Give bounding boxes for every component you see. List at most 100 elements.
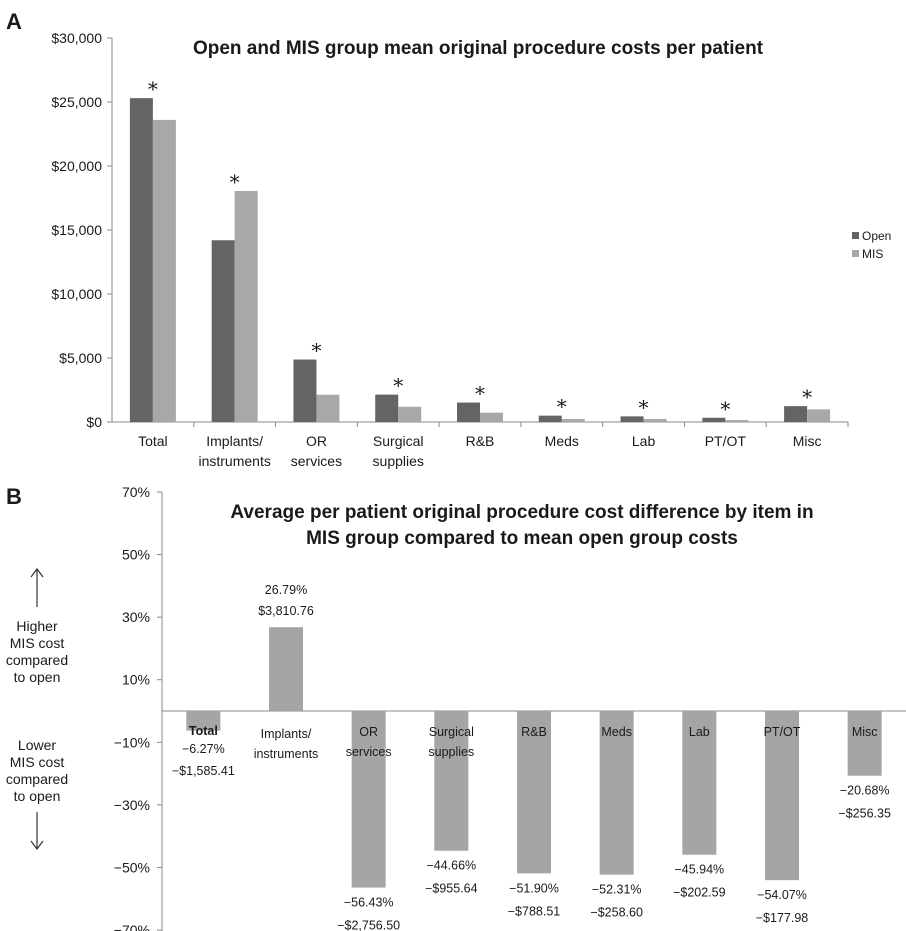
panel-b-bar — [269, 627, 303, 711]
panel-b-y-tick-label: −10% — [114, 734, 150, 750]
panel-a-significance-mark: * — [720, 397, 730, 421]
panel-b-bar — [434, 711, 469, 851]
panel-b-bar — [351, 711, 386, 888]
panel-b-percent-label: −52.31% — [592, 883, 642, 897]
panel-b-labels: Total −6.27% −$1,585.41 Implants/instrument… — [172, 583, 891, 931]
panel-a-legend: Open MIS — [852, 229, 891, 261]
panel-b-y-tick-label: −50% — [114, 859, 150, 875]
panel-b-y-tick-label: 30% — [122, 609, 150, 625]
panel-b-dollar-label: −$2,756.50 — [337, 919, 400, 931]
panel-a-significance-mark: * — [475, 382, 485, 406]
panel-a-bar-open — [293, 359, 317, 422]
panel-b-bar — [682, 711, 717, 855]
panel-b-y-tick-label: 50% — [122, 547, 150, 563]
panel-b-percent-label: −6.27% — [182, 742, 225, 756]
panel-b-category-label: R&B — [521, 725, 547, 739]
panel-a-bar-open — [129, 98, 153, 422]
panel-a-category-label: Implants/ — [206, 433, 263, 449]
panel-a-bar-open — [538, 415, 562, 422]
panel-a-bar-mis — [398, 406, 422, 422]
panel-b-dollar-label: −$1,585.41 — [172, 764, 235, 778]
panel-b-dollar-label: −$256.35 — [838, 807, 891, 821]
panel-a-bar-open — [457, 402, 480, 422]
panel-b-dollar-label: −$177.98 — [756, 911, 809, 925]
higher-label-line-2: MIS cost — [10, 635, 65, 651]
panel-a-category-label: R&B — [466, 433, 495, 449]
panel-a-bar-mis — [725, 420, 749, 422]
panel-b-y-tick-label: 10% — [122, 672, 150, 688]
panel-b-category-label: Lab — [689, 725, 710, 739]
panel-a-category-label: OR — [306, 433, 327, 449]
panel-b-category-label: services — [346, 745, 392, 759]
panel-a-category-label: supplies — [373, 453, 424, 469]
panel-a-significance-mark: * — [557, 395, 567, 419]
panel-b-category-label: PT/OT — [764, 725, 801, 739]
lower-label-line-2: MIS cost — [10, 754, 65, 770]
panel-b-category-label: Surgical — [429, 725, 474, 739]
panel-b-y-tick-label: −70% — [114, 922, 150, 931]
panel-b-bar — [599, 711, 634, 875]
panel-a-y-tick-label: $30,000 — [51, 30, 102, 46]
panel-b-percent-label: −56.43% — [344, 896, 394, 910]
panel-b-dollar-label: −$955.64 — [425, 882, 478, 896]
panel-b-bar — [517, 711, 551, 874]
panel-b-percent-label: −51.90% — [509, 881, 559, 895]
panel-a-bars: * * * * * * * * * — [129, 77, 831, 423]
panel-a-bar-open — [784, 406, 808, 422]
panel-b-category-label: Misc — [852, 725, 878, 739]
panel-a-category-label: Surgical — [373, 433, 424, 449]
panel-b-dollar-label: −$788.51 — [508, 904, 561, 918]
panel-b-bar — [186, 711, 221, 731]
panel-a-bar-mis — [316, 394, 340, 422]
higher-label-line-1: Higher — [16, 618, 58, 634]
panel-b-y-tick-label: −30% — [114, 797, 150, 813]
panel-a-category-label: Lab — [632, 433, 656, 449]
panel-b-category-label: OR — [359, 725, 378, 739]
panel-a-legend-swatch-mis — [852, 250, 859, 257]
lower-label-line-3: compared — [6, 771, 68, 787]
panel-b-bars — [186, 627, 882, 888]
panel-a-legend-label: MIS — [862, 247, 883, 261]
panel-a-category-label: PT/OT — [705, 433, 747, 449]
panel-a-y-tick-label: $15,000 — [51, 222, 102, 238]
panel-a-significance-mark: * — [639, 395, 649, 419]
panel-a-significance-mark: * — [802, 385, 812, 409]
panel-b-dollar-label: −$202.59 — [673, 886, 726, 900]
panel-a-bar-open — [211, 240, 235, 422]
panel-a-bar-mis — [152, 119, 176, 423]
panel-b-category-label: supplies — [428, 745, 474, 759]
panel-a-y-tick-label: $10,000 — [51, 286, 102, 302]
panel-a-y-ticks: $0 $5,000 $10,000 $15,000 $20,000 $25,000 $30,… — [51, 30, 112, 430]
lower-label-line-1: Lower — [18, 737, 56, 753]
higher-label-line-3: compared — [6, 652, 68, 668]
panel-a-legend-swatch-open — [852, 232, 859, 239]
panel-b-category-label: Total — [189, 724, 218, 738]
down-arrow-head-icon — [30, 840, 44, 850]
up-arrow-head-icon — [30, 568, 44, 578]
panel-b-dollar-label: $3,810.76 — [258, 604, 314, 618]
higher-annotation: Higher MIS cost compared to open — [6, 568, 68, 685]
panel-a-significance-mark: * — [393, 374, 403, 398]
panel-b-bar — [765, 711, 799, 881]
panel-a-bar-mis — [807, 409, 831, 422]
panel-a-category-label: Misc — [793, 433, 822, 449]
panel-a-bar-open — [375, 394, 399, 422]
lower-annotation: Lower MIS cost compared to open — [6, 737, 68, 850]
panel-a-significance-mark: * — [311, 339, 321, 363]
panel-b-bar — [847, 711, 882, 776]
panel-a-y-tick-label: $20,000 — [51, 158, 102, 174]
panel-b-category-label: instruments — [254, 747, 319, 761]
panel-a-bar-mis — [234, 190, 258, 422]
panel-a-y-tick-label: $5,000 — [59, 350, 102, 366]
panel-a-bar-open — [620, 416, 644, 422]
panel-b-percent-label: −54.07% — [757, 888, 807, 902]
panel-b-title-line-1: Average per patient original procedure c… — [230, 502, 813, 523]
panel-a-category-label: Meds — [545, 433, 579, 449]
panel-a-significance-mark: * — [230, 170, 240, 194]
higher-label-line-4: to open — [14, 669, 61, 685]
panel-a-bar-mis — [480, 412, 503, 422]
panel-a-significance-mark: * — [148, 77, 158, 101]
panel-a-title: Open and MIS group mean original procedu… — [193, 38, 764, 59]
panel-a-y-tick-label: $25,000 — [51, 94, 102, 110]
